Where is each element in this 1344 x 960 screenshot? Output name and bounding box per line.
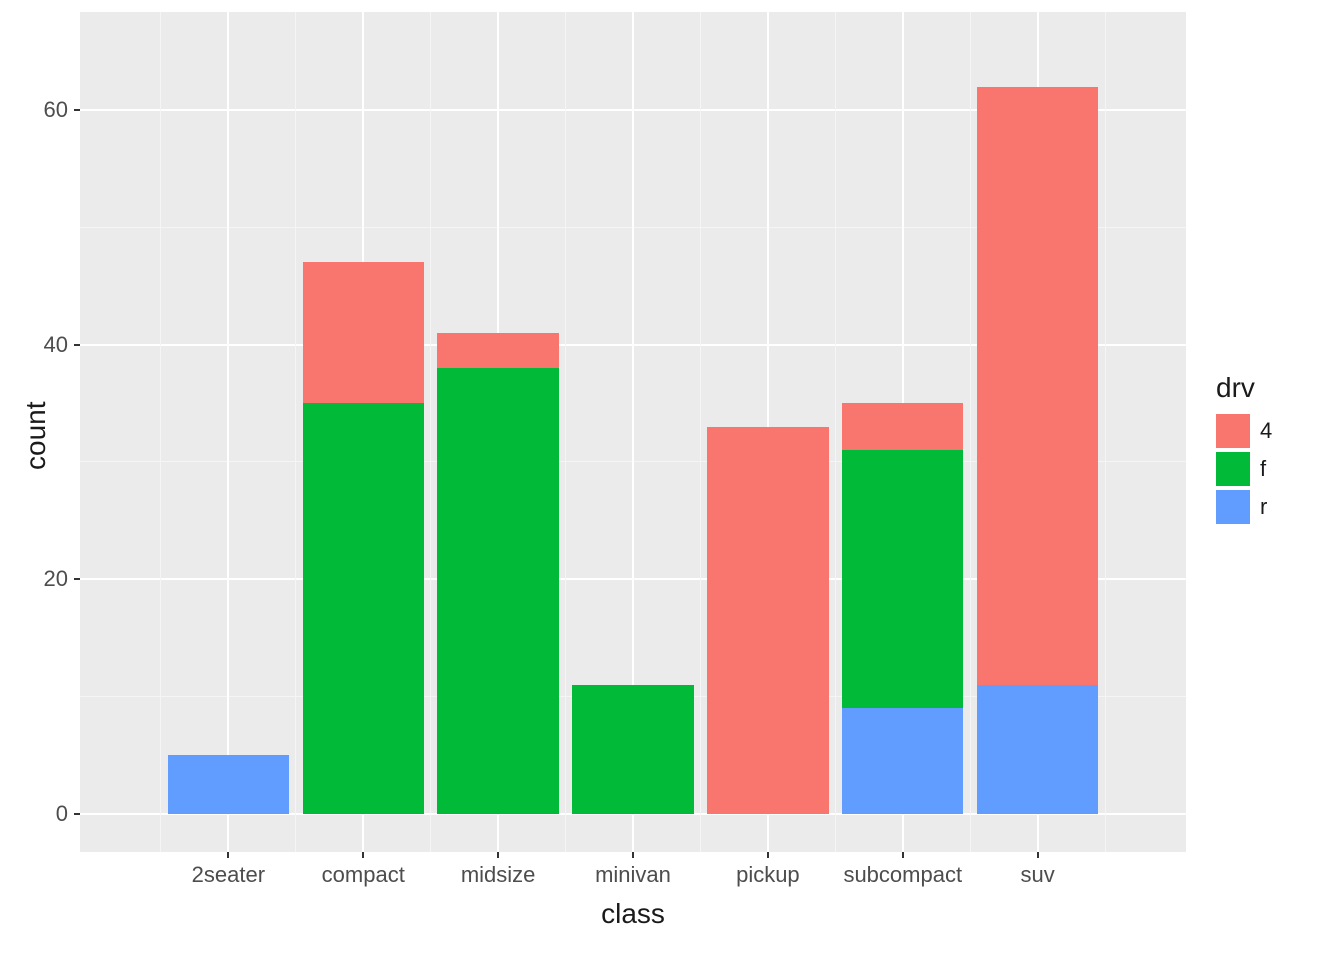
bar-segment	[437, 333, 558, 368]
grid-minor-x	[1105, 12, 1106, 852]
bar-segment	[977, 685, 1098, 814]
x-tick	[1037, 852, 1039, 858]
x-tick-label: 2seater	[192, 864, 265, 886]
y-tick	[74, 813, 80, 815]
y-tick-label: 60	[44, 99, 68, 121]
bar-segment	[977, 87, 1098, 685]
legend-item: f	[1216, 452, 1272, 486]
legend-label: 4	[1260, 418, 1272, 444]
bar-segment	[842, 403, 963, 450]
x-tick	[362, 852, 364, 858]
legend-label: f	[1260, 456, 1266, 482]
legend-swatch	[1216, 490, 1250, 524]
legend-swatch	[1216, 452, 1250, 486]
grid-minor-x	[970, 12, 971, 852]
x-tick-label: midsize	[461, 864, 536, 886]
x-tick	[902, 852, 904, 858]
bar-segment	[303, 262, 424, 403]
x-tick	[227, 852, 229, 858]
bar-segment	[303, 403, 424, 814]
legend-title: drv	[1216, 372, 1272, 404]
x-axis-title: class	[601, 900, 665, 928]
y-tick-label: 40	[44, 334, 68, 356]
bar-segment	[842, 450, 963, 708]
grid-major-x	[227, 12, 229, 852]
grid-minor-x	[160, 12, 161, 852]
legend-item: r	[1216, 490, 1272, 524]
bar-segment	[842, 708, 963, 814]
y-tick	[74, 109, 80, 111]
grid-minor-x	[295, 12, 296, 852]
x-tick-label: pickup	[736, 864, 800, 886]
x-tick-label: compact	[322, 864, 405, 886]
legend-swatch	[1216, 414, 1250, 448]
legend-key	[1216, 452, 1250, 486]
y-tick-label: 20	[44, 568, 68, 590]
chart-container: count class drv 4 fr 0 20 40 60 2seater compac…	[0, 0, 1344, 960]
legend-item: 4	[1216, 414, 1272, 448]
grid-minor-x	[700, 12, 701, 852]
legend-label: r	[1260, 494, 1267, 520]
grid-minor-x	[835, 12, 836, 852]
legend: drv 4 fr	[1216, 372, 1272, 528]
x-tick	[632, 852, 634, 858]
x-tick-label: minivan	[595, 864, 671, 886]
bar-segment	[707, 427, 828, 814]
y-axis-title: count	[22, 402, 50, 471]
legend-key	[1216, 414, 1250, 448]
x-tick	[497, 852, 499, 858]
bar-segment	[168, 755, 289, 814]
x-tick-label: suv	[1021, 864, 1055, 886]
x-tick-label: subcompact	[843, 864, 962, 886]
y-tick	[74, 578, 80, 580]
y-tick	[74, 344, 80, 346]
grid-minor-x	[430, 12, 431, 852]
bar-segment	[437, 368, 558, 814]
x-tick	[767, 852, 769, 858]
y-tick-label: 0	[56, 803, 68, 825]
grid-minor-x	[565, 12, 566, 852]
legend-key	[1216, 490, 1250, 524]
bar-segment	[572, 685, 693, 814]
